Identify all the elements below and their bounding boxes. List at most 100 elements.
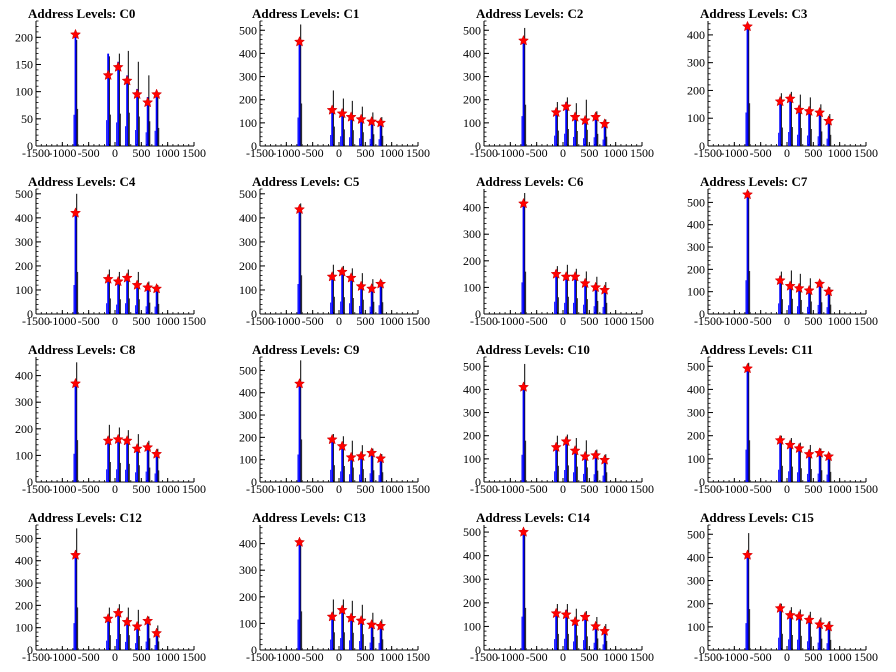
- peak-marker: [326, 104, 338, 115]
- peak-marker: [355, 280, 367, 292]
- peak-marker: [741, 362, 754, 374]
- chart-title: Address Levels: C12: [28, 510, 142, 525]
- peak-marker: [774, 602, 786, 614]
- peak-marker: [121, 616, 133, 627]
- peak-marker: [517, 381, 530, 392]
- peak-marker: [336, 604, 348, 615]
- peak-marker: [814, 106, 826, 118]
- peak-marker: [121, 74, 133, 86]
- chart-panel: Address Levels: C70100200300400500-1500-…: [687, 174, 878, 328]
- y-tick-label: 100: [463, 452, 481, 466]
- y-tick-label: 300: [463, 572, 481, 586]
- x-tick-label: 1500: [630, 482, 654, 496]
- y-tick-label: 100: [239, 453, 257, 467]
- peak-marker: [326, 433, 338, 445]
- chart-title: Address Levels: C8: [28, 342, 136, 357]
- y-tick-label: 0: [699, 643, 705, 657]
- peak-marker: [366, 618, 378, 630]
- y-tick-label: 200: [687, 597, 705, 611]
- y-tick-label: 500: [15, 531, 33, 545]
- peak-marker: [803, 448, 815, 459]
- x-tick-label: -500: [750, 314, 772, 328]
- peak-marker: [131, 279, 143, 290]
- x-tick-label: 1500: [182, 482, 206, 496]
- peak-marker: [774, 274, 786, 286]
- x-tick-label: -500: [78, 482, 100, 496]
- y-tick-label: 400: [15, 211, 33, 225]
- x-tick-label: 500: [804, 482, 822, 496]
- peak-marker: [366, 447, 378, 458]
- y-tick-label: 100: [687, 285, 705, 299]
- y-tick-label: 300: [687, 406, 705, 420]
- peak-marker: [793, 104, 805, 115]
- peak-marker: [345, 451, 357, 463]
- peak-marker: [336, 107, 348, 119]
- y-tick-label: 400: [463, 201, 481, 215]
- peak-marker: [741, 188, 754, 200]
- x-tick-label: -1000: [720, 314, 748, 328]
- chart-title: Address Levels: C1: [252, 6, 359, 21]
- peak-marker: [803, 284, 815, 296]
- y-tick-label: 400: [463, 46, 481, 60]
- y-tick-label: 300: [239, 70, 257, 84]
- y-tick-label: 500: [687, 195, 705, 209]
- y-tick-label: 0: [251, 307, 257, 321]
- chart-panel: Address Levels: C90100200300400500-1500-…: [239, 342, 430, 496]
- x-tick-label: -1500: [470, 314, 498, 328]
- y-tick-label: 300: [463, 70, 481, 84]
- x-tick-label: -1500: [694, 482, 722, 496]
- peak-marker: [774, 95, 786, 107]
- x-tick-label: 1500: [854, 482, 878, 496]
- peak-marker: [355, 450, 367, 462]
- x-tick-label: 500: [356, 146, 374, 160]
- x-tick-label: 500: [580, 650, 598, 664]
- x-tick-label: -1500: [246, 482, 274, 496]
- x-tick-label: 0: [560, 650, 566, 664]
- peak-marker: [69, 377, 82, 389]
- x-tick-label: -1000: [48, 482, 76, 496]
- x-tick-label: 0: [560, 146, 566, 160]
- x-tick-label: 1500: [406, 482, 430, 496]
- y-tick-label: 400: [239, 211, 257, 225]
- x-tick-label: -1000: [720, 650, 748, 664]
- x-tick-label: 1500: [630, 650, 654, 664]
- peak-marker: [375, 116, 387, 128]
- x-tick-label: -500: [526, 482, 548, 496]
- chart-panel: Address Levels: C40100200300400500-1500-…: [15, 174, 206, 328]
- peak-marker: [579, 277, 591, 289]
- peak-marker: [823, 285, 835, 297]
- y-tick-label: 500: [239, 23, 257, 37]
- peak-marker: [784, 609, 796, 621]
- peak-marker: [293, 35, 306, 47]
- peak-marker: [336, 440, 348, 452]
- peak-marker: [293, 203, 306, 215]
- peak-marker: [142, 96, 154, 108]
- peak-marker: [121, 272, 133, 283]
- x-tick-label: -500: [526, 314, 548, 328]
- x-tick-label: 1000: [828, 146, 852, 160]
- x-tick-label: 1000: [604, 482, 628, 496]
- x-tick-label: -1000: [496, 146, 524, 160]
- x-tick-label: 1000: [380, 314, 404, 328]
- y-tick-label: 0: [475, 307, 481, 321]
- y-tick-label: 400: [463, 549, 481, 563]
- peak-marker: [569, 270, 581, 282]
- x-tick-label: -1500: [22, 146, 50, 160]
- peak-marker: [326, 270, 338, 282]
- y-tick-label: 100: [15, 85, 33, 99]
- peak-marker: [550, 441, 562, 453]
- y-tick-label: 400: [463, 382, 481, 396]
- x-tick-label: -500: [750, 482, 772, 496]
- peak-marker: [142, 615, 154, 626]
- peak-marker: [579, 611, 591, 622]
- chart-title: Address Levels: C4: [28, 174, 136, 189]
- chart-panel: Address Levels: C50100200300400500-1500-…: [239, 174, 430, 328]
- chart-panel: Address Levels: C10 0 100 200 300 400 500 -1500…: [463, 342, 654, 496]
- y-tick-label: 100: [15, 283, 33, 297]
- peak-marker: [69, 549, 82, 560]
- x-tick-label: 0: [784, 482, 790, 496]
- peak-marker: [102, 434, 114, 446]
- peak-marker: [803, 614, 815, 625]
- x-tick-label: -1500: [694, 314, 722, 328]
- y-tick-label: 0: [699, 139, 705, 153]
